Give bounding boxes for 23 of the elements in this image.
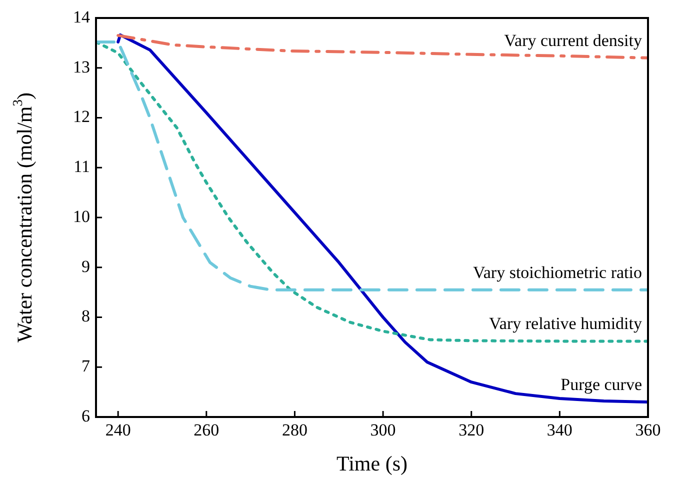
series-label: Vary stoichiometric ratio — [472, 262, 642, 282]
y-tick-label: 7 — [82, 356, 90, 376]
x-tick-label: 360 — [635, 420, 661, 440]
x-tick-label: 280 — [282, 420, 308, 440]
line-series — [116, 34, 648, 60]
y-axis-title: Water concentration (mol/m3) — [10, 92, 37, 343]
y-tick-label: 9 — [82, 256, 90, 276]
y-tick-label: 8 — [82, 306, 90, 326]
y-tick-label: 12 — [73, 107, 90, 126]
series-label: Purge curve — [560, 375, 642, 394]
x-tick-label: 340 — [546, 420, 572, 440]
y-tick-label: 11 — [74, 157, 90, 176]
x-axis-title: Time (s) — [336, 452, 408, 476]
y-tick-label: 6 — [82, 406, 90, 426]
x-tick-label: 240 — [105, 420, 131, 440]
y-tick-label: 13 — [73, 57, 90, 76]
y-tick-label: 10 — [73, 206, 90, 226]
series-label: Vary relative humidity — [489, 314, 642, 334]
y-tick-label: 14 — [73, 7, 90, 26]
x-tick-label: 300 — [370, 420, 396, 440]
x-tick-label: 260 — [194, 420, 220, 440]
series-label: Vary current density — [504, 30, 642, 50]
x-tick-label: 320 — [458, 420, 484, 440]
